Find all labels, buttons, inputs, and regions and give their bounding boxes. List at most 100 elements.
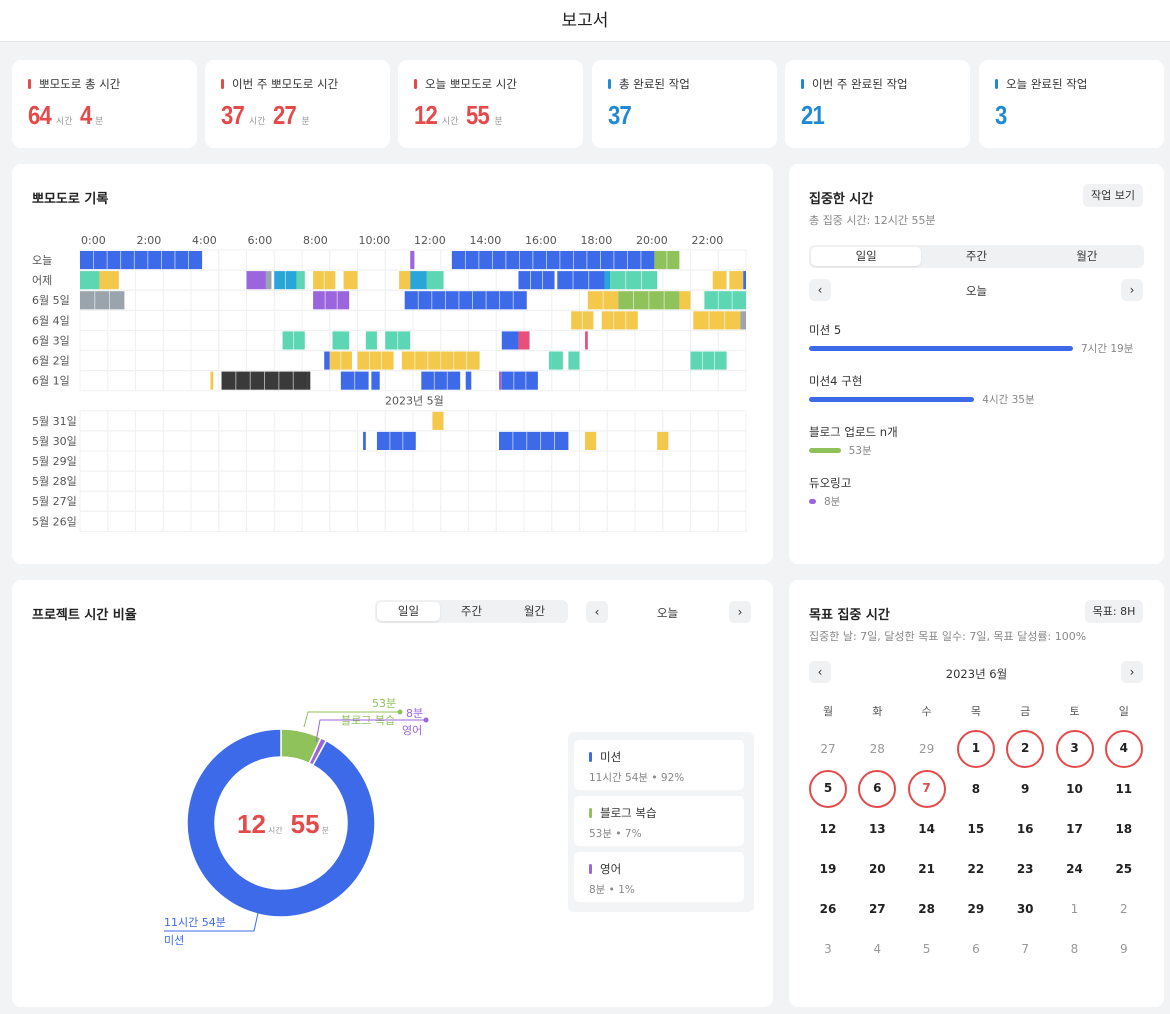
tab-monthly[interactable]: 월간 [1076,249,1098,263]
calendar-day[interactable]: 28 [869,742,885,756]
calendar-day[interactable]: 21 [918,862,935,876]
calendar-day[interactable]: 19 [819,862,837,876]
calendar-day[interactable]: 10 [1066,782,1083,796]
grid-cell [273,510,303,532]
pomodoro-block [371,371,380,390]
hour-label: 2:00 [137,234,162,247]
ratio-next-button[interactable]: › [729,601,751,623]
calendar-day[interactable]: 4 [873,942,882,956]
pomodoro-block [307,371,311,390]
calendar-day[interactable]: 17 [1066,822,1083,836]
callout-line-blue [164,912,259,932]
focus-next-button[interactable]: › [1121,279,1143,301]
grid-cell [190,430,220,452]
stat-unit: 분 [494,116,503,126]
calendar-day[interactable]: 4 [1104,730,1143,768]
stat-card: 뽀모도로 총 시간 64 시간 4 분 [12,60,197,148]
calendar-day[interactable]: 1 [1070,902,1079,916]
calendar-day[interactable]: 3 [1055,730,1094,768]
tab-monthly[interactable]: 월간 [523,604,546,618]
calendar-day[interactable]: 25 [1115,862,1133,876]
focus-prev-button[interactable]: ‹ [809,279,831,301]
grid-cell [717,410,747,432]
grid-cell [468,329,497,351]
view-tasks-button[interactable]: 작업 보기 [1083,184,1143,207]
calendar-day[interactable]: 9 [1119,942,1128,956]
grid-cell [440,490,469,512]
grid-cell [273,490,303,512]
grid-cell [468,370,497,392]
calendar-day[interactable]: 13 [868,822,886,836]
grid-cell [357,410,386,432]
calendar-next-button[interactable]: › [1121,661,1143,683]
calendar-day[interactable]: 12 [819,822,837,836]
calendar-day[interactable]: 30 [1016,902,1034,916]
hour-label: 4:00 [192,234,217,247]
grid-cell [162,410,192,432]
calendar-day[interactable]: 1 [956,730,995,768]
tab-weekly[interactable]: 주간 [965,249,988,263]
calendar-day[interactable]: 8 [1070,942,1079,956]
calendar-day[interactable]: 5 [809,770,847,808]
calendar-day[interactable]: 9 [1021,782,1030,796]
calendar-day[interactable]: 6 [858,770,897,808]
calendar-day[interactable]: 2 [1006,730,1045,768]
grid-cell [79,490,109,512]
ratio-prev-button[interactable]: ‹ [586,601,608,623]
grid-cell [135,410,164,432]
pomodoro-block [693,311,741,330]
pomodoro-block [499,371,502,390]
calendar-day[interactable]: 27 [820,742,836,756]
row-day-label: 5월 26일 [32,514,77,528]
row-day-label: 5월 27일 [32,494,77,508]
pomodoro-block [704,291,746,310]
pomodoro-block [712,271,727,290]
calendar-day[interactable]: 7 [1021,942,1029,956]
legend-item: 미션 11시간 54분 • 92% [574,740,744,790]
calendar-day[interactable]: 14 [918,822,935,836]
calendar-day[interactable]: 24 [1066,862,1083,876]
calendar-day[interactable]: 6 [972,942,980,956]
stat-label-text: 이번 주 완료된 작업 [812,77,908,91]
grid-cell [412,510,442,532]
calendar-day[interactable]: 28 [918,902,935,916]
grid-cell [135,329,164,351]
goal-target-button[interactable]: 목표: 8H [1085,600,1143,623]
calendar-day[interactable]: 26 [819,902,837,916]
grid-cell [468,430,497,452]
tab-daily[interactable]: 일일 [811,247,922,266]
grid-cell [273,350,303,372]
grid-cell [190,450,220,472]
calendar-day[interactable]: 29 [967,902,985,916]
calendar-day[interactable]: 18 [1115,822,1133,836]
calendar-day[interactable]: 20 [868,862,886,876]
calendar-day[interactable]: 7 [907,770,946,808]
tab-daily[interactable]: 일일 [377,602,440,621]
calendar-day[interactable]: 2 [1119,902,1128,916]
pomodoro-block [221,371,308,390]
calendar-day[interactable]: 27 [868,902,886,916]
calendar-day[interactable]: 29 [918,742,935,756]
row-day-label: 6월 2일 [32,354,70,368]
weekday-label: 일 [1118,705,1129,718]
grid-cell [717,450,747,472]
grid-cell [107,410,136,432]
calendar-day[interactable]: 23 [1016,862,1034,876]
pomodoro-block [329,351,352,370]
calendar-prev-button[interactable]: ‹ [809,661,831,683]
month-separator-label: 2023년 5월 [385,395,444,408]
calendar-day[interactable]: 15 [967,822,985,836]
calendar-day[interactable]: 22 [967,862,985,876]
calendar-day[interactable]: 5 [922,942,931,956]
callout-line-green [303,711,400,728]
hour-label: 10:00 [359,234,391,247]
grid-cell [218,309,247,331]
grid-cell [162,309,192,331]
calendar-day[interactable]: 8 [971,782,981,796]
calendar-day[interactable]: 16 [1016,822,1034,836]
tab-weekly[interactable]: 주간 [460,604,483,618]
calendar-day[interactable]: 3 [824,942,832,956]
grid-cell [329,430,358,452]
grid-cell [218,350,247,372]
calendar-day[interactable]: 11 [1115,782,1133,796]
